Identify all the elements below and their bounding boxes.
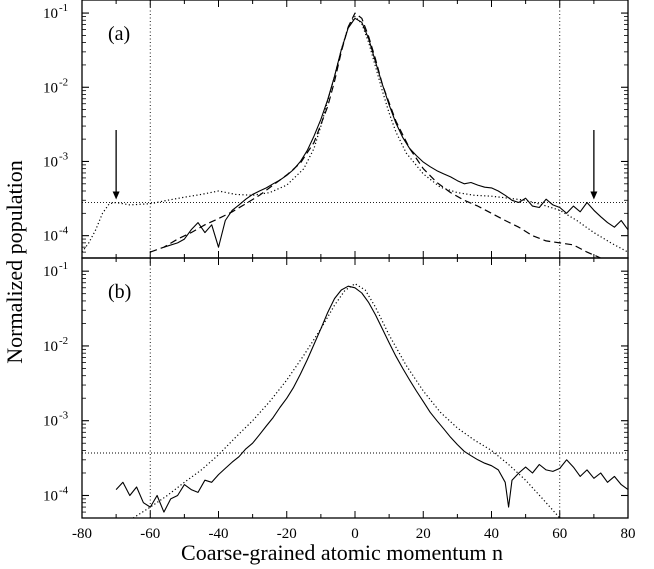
y-tick-exponent: -3	[59, 410, 69, 422]
series-solid	[115, 285, 629, 513]
y-tick-label: 10	[43, 229, 58, 245]
y-tick-label: 10	[43, 488, 58, 504]
plot-frame	[81, 0, 629, 259]
y-tick-exponent: -1	[59, 260, 68, 272]
x-tick-label: 80	[621, 526, 636, 542]
series-dotted	[132, 283, 561, 519]
y-tick-label: 10	[43, 414, 58, 430]
plot-frame	[81, 257, 629, 519]
y-tick-exponent: -4	[59, 225, 69, 237]
y-tick-label: 10	[43, 339, 58, 355]
y-tick-label: 10	[43, 154, 58, 170]
y-tick-exponent: -1	[59, 2, 68, 14]
x-axis-label: Coarse-grained atomic momentum n	[181, 540, 503, 565]
series-solid	[163, 17, 629, 248]
panel-a: 10-110-210-310 -4(a)	[43, 0, 629, 259]
y-tick-label: 10	[43, 264, 58, 280]
y-tick-label: 10	[43, 6, 58, 22]
series-dashed	[150, 12, 601, 259]
arrow-head	[112, 191, 120, 200]
x-tick-label: -60	[140, 526, 160, 542]
y-tick-exponent: -4	[59, 484, 69, 496]
x-tick-label: 20	[416, 526, 431, 542]
x-tick-label: 0	[351, 526, 359, 542]
series-dotted	[81, 15, 629, 253]
x-tick-label: -40	[209, 526, 229, 542]
y-tick-exponent: -3	[59, 150, 69, 162]
y-tick-exponent: -2	[59, 76, 68, 88]
x-tick-label: -80	[72, 526, 92, 542]
y-axis-label: Normalized population	[2, 160, 27, 363]
panel-label: (a)	[108, 23, 130, 45]
arrow-head	[590, 191, 598, 200]
x-tick-label: -20	[277, 526, 297, 542]
panel-label: (b)	[108, 281, 131, 303]
y-tick-label: 10	[43, 80, 58, 96]
panel-b: 10-110-210-310 -4-80 -60 -40 -20 0 20 40 60 80(b)	[43, 257, 636, 542]
x-tick-label: 60	[552, 526, 567, 542]
y-tick-exponent: -2	[59, 335, 68, 347]
x-tick-label: 40	[484, 526, 499, 542]
